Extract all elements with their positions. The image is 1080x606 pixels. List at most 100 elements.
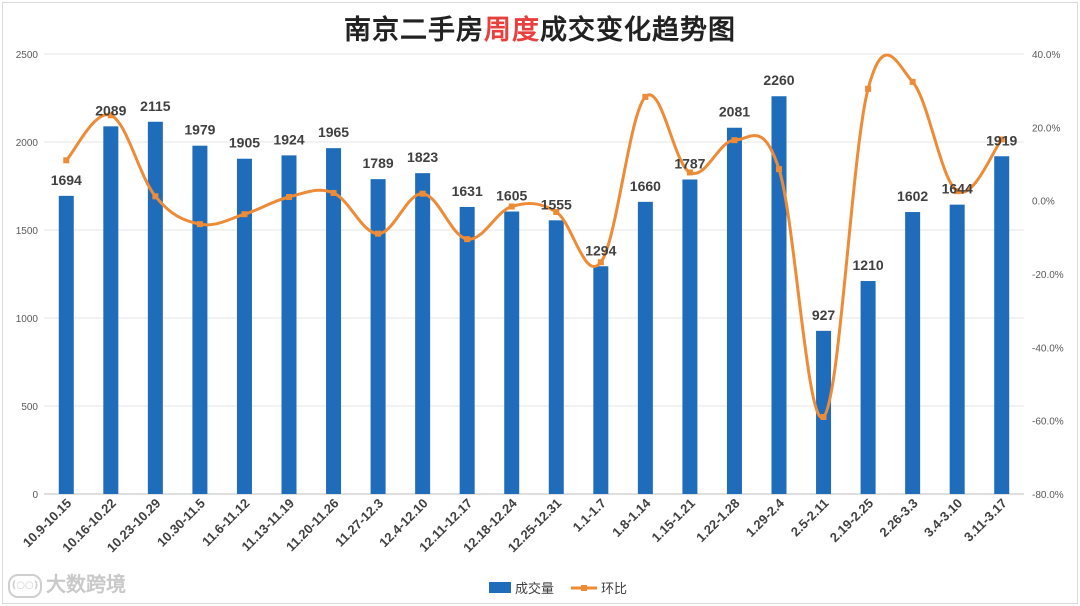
bar-data-label: 2115 [140,98,171,114]
bar [370,179,386,495]
line-point [107,112,114,119]
bar-data-label: 1644 [942,181,973,197]
x-tick-label: 1.1-1.7 [570,496,609,535]
bar-data-label: 1294 [585,242,616,258]
x-tick-label: 1.29-2.4 [743,495,788,540]
bar [905,212,921,494]
title-highlight: 周度 [484,15,540,46]
bar [548,220,564,494]
title-prefix: 南京二手房 [344,15,484,46]
watermark: (○○) 大数跨境 [8,568,126,598]
line-point [464,236,471,243]
bar-data-label: 1210 [853,257,884,273]
title-suffix: 成交变化趋势图 [540,15,736,46]
bar-data-label: 1919 [986,132,1017,148]
bar [459,206,475,494]
line-point [865,85,872,92]
bar [860,281,876,494]
bar-data-label: 1605 [496,188,527,204]
bar [771,96,787,495]
bar [415,173,431,495]
bar [682,179,698,494]
x-tick-label: 1.15-1.21 [649,496,698,545]
legend-line-marker [581,585,587,591]
y-left-tick-label: 1500 [16,226,39,237]
bar [726,127,742,494]
y-right-tick-label: -60.0% [1032,417,1064,428]
bar-data-label: 1631 [452,183,483,199]
x-tick-label: 1.22-1.28 [693,496,742,545]
bar [593,266,609,494]
x-tick-label: 2.5-2.11 [788,496,832,540]
line-point [686,169,693,176]
line-point [196,221,203,228]
bar-data-label: 1694 [51,172,82,188]
line-point [553,209,560,216]
line-point [954,188,961,195]
y-left-tick-label: 500 [21,402,38,413]
bar-data-label: 1823 [407,149,438,165]
y-left-tick-label: 0 [32,490,38,501]
x-tick-label: 3.4-3.10 [921,496,965,540]
y-right-tick-label: -40.0% [1032,343,1064,354]
bar [949,204,965,494]
line-point [152,193,159,200]
bar [192,145,208,495]
bar-data-label: 1555 [541,196,572,212]
x-tick-label: 2.19-2.25 [827,496,876,545]
x-tick-label: 10.30-11.5 [154,496,208,550]
bar-data-label: 1789 [363,155,394,171]
y-left-tick-label: 1000 [16,314,39,325]
line-point [731,137,738,144]
x-tick-label: 2.26-3.3 [876,496,920,540]
line-point [241,211,248,218]
line-point [286,194,292,200]
bar [103,126,119,494]
x-tick-label: 1.8-1.14 [609,495,654,540]
bar [994,156,1010,495]
legend-bar-label: 成交量 [515,581,554,597]
bar-data-label: 2089 [95,102,126,118]
y-left-tick-label: 2000 [16,138,39,149]
bar-data-label: 2260 [763,72,794,88]
watermark-text: 大数跨境 [46,572,126,596]
line-point [375,230,382,237]
bar-data-label: 1979 [184,122,215,138]
bar-data-label: 1602 [897,188,928,204]
y-right-tick-label: 40.0% [1032,50,1060,61]
bar-data-label: 1924 [273,131,304,147]
line-point [998,136,1005,143]
y-right-tick-label: 0.0% [1032,197,1055,208]
bar [637,201,653,494]
line-point [820,414,827,420]
line-point [776,166,782,173]
bar [236,158,252,494]
bar-data-label: 1905 [229,135,260,151]
y-left-tick-label: 2500 [16,50,39,61]
watermark-logo-icon: (○○) [8,573,42,598]
y-right-tick-label: -20.0% [1032,270,1064,281]
y-right-tick-label: -80.0% [1032,490,1064,501]
bar [326,148,342,494]
legend-bar-swatch [489,582,511,593]
x-tick-label: 3.11-3.17 [961,496,1010,545]
chart-title: 南京二手房周度成交变化趋势图 [0,8,1080,47]
bar-data-label: 1787 [674,155,705,171]
bar [816,330,832,494]
line-point [642,93,649,100]
line-point [597,259,604,266]
legend-line-label: 环比 [601,582,627,597]
line-point [419,190,426,197]
bar [58,195,74,494]
line-point [63,157,70,164]
bar [281,155,297,494]
y-right-tick-label: 20.0% [1032,123,1060,134]
bar-data-label: 1660 [630,178,661,194]
line-point [508,203,515,210]
bar-data-label: 1965 [318,124,349,140]
line-point [909,78,916,85]
bar-data-label: 2081 [719,104,750,120]
bar [504,211,520,494]
